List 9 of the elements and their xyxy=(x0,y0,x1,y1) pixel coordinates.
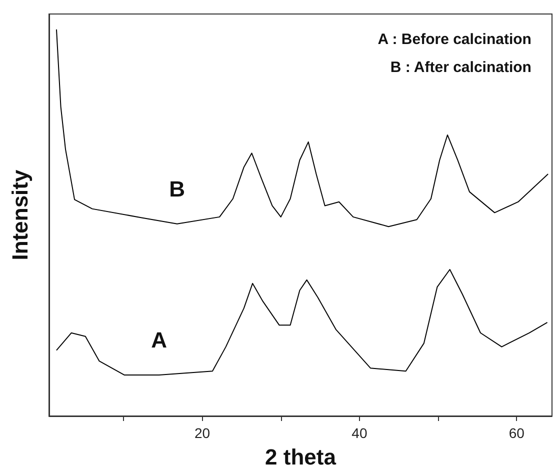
x-tick-label: 40 xyxy=(352,425,368,441)
annotation: A : Before calcination xyxy=(378,31,532,48)
x-axis-title: 2 theta xyxy=(265,444,337,470)
series-label: A xyxy=(151,328,168,353)
series-label: B xyxy=(169,176,186,202)
x-tick-label: 20 xyxy=(194,425,210,441)
y-axis-title: Intensity xyxy=(8,169,32,260)
x-tick-label: 60 xyxy=(508,425,525,441)
annotation: B : After calcination xyxy=(390,59,532,76)
